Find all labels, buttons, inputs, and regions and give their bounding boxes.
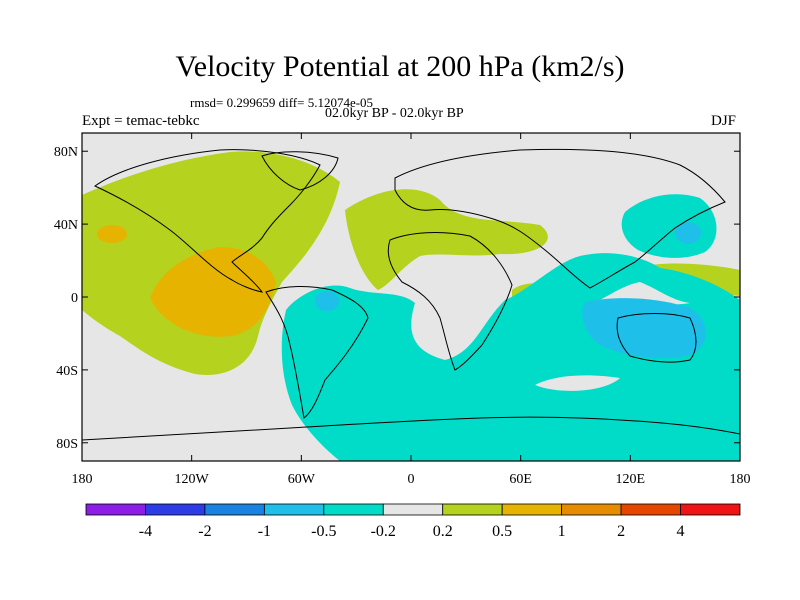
- stats-label: rmsd= 0.299659 diff= 5.12074e-05: [190, 95, 374, 110]
- strong-positive-region: [97, 225, 276, 337]
- europe-asia-coast: [394, 148, 726, 289]
- chart-title: Velocity Potential at 200 hPa (km2/s): [175, 50, 625, 83]
- experiment-label: Expt = temac-tebkc: [82, 113, 200, 129]
- colorbar-label: -2: [198, 523, 211, 540]
- coastlines: [82, 148, 740, 441]
- colorbar-swatch: [85, 503, 146, 516]
- colorbar-swatch: [680, 503, 741, 516]
- colorbar-label: 0.5: [492, 523, 512, 540]
- colorbar-label: -0.2: [371, 523, 396, 540]
- greenland-coast: [261, 151, 339, 191]
- colorbar: [85, 503, 741, 516]
- longitude-labels: 180 120W 60W 0 60E 120E 180: [72, 472, 751, 487]
- colorbar-swatch: [263, 503, 325, 516]
- colorbar-swatch: [382, 503, 444, 516]
- colorbar-swatch: [204, 503, 265, 516]
- colorbar-label: 1: [558, 523, 566, 540]
- colorbar-swatch: [561, 503, 622, 516]
- colorbar-labels: -4 -2 -1 -0.5 -0.2 0.2 0.5 1 2 4: [139, 523, 685, 540]
- lat-tick-label: 80S: [56, 437, 78, 452]
- period-label: 02.0kyr BP - 02.0kyr BP: [325, 106, 464, 121]
- australia-coast: [616, 313, 697, 363]
- lon-tick-label: 60E: [509, 472, 532, 487]
- north-america-coast: [94, 149, 321, 293]
- colorbar-label: -1: [258, 523, 271, 540]
- colorbar-label: -4: [139, 523, 152, 540]
- lat-tick-label: 80N: [54, 145, 78, 160]
- lon-tick-label: 180: [730, 472, 751, 487]
- axis-ticks: [81, 133, 741, 461]
- lon-tick-label: 60W: [288, 472, 316, 487]
- colorbar-swatch: [442, 503, 503, 516]
- lon-tick-label: 120E: [616, 472, 646, 487]
- lon-tick-label: 120W: [175, 472, 210, 487]
- lon-tick-label: 180: [72, 472, 93, 487]
- lat-tick-label: 40N: [54, 218, 78, 233]
- colorbar-label: 0.2: [433, 523, 453, 540]
- colorbar-label: 4: [677, 523, 685, 540]
- colorbar-label: -0.5: [311, 523, 336, 540]
- colorbar-swatch: [145, 503, 206, 516]
- colorbar-swatch: [323, 503, 384, 516]
- colorbar-swatch: [620, 503, 681, 516]
- africa-coast: [387, 232, 513, 371]
- lat-tick-label: 0: [71, 291, 78, 306]
- south-america-coast: [265, 285, 369, 419]
- antarctica-coast: [82, 416, 740, 441]
- strong-negative-region: [315, 222, 706, 359]
- season-label: DJF: [711, 113, 737, 129]
- lon-tick-label: 0: [408, 472, 415, 487]
- colorbar-swatch: [501, 503, 563, 516]
- lat-tick-label: 40S: [56, 364, 78, 379]
- latitude-labels: 80N 40N 0 40S 80S: [54, 145, 78, 452]
- colorbar-label: 2: [617, 523, 625, 540]
